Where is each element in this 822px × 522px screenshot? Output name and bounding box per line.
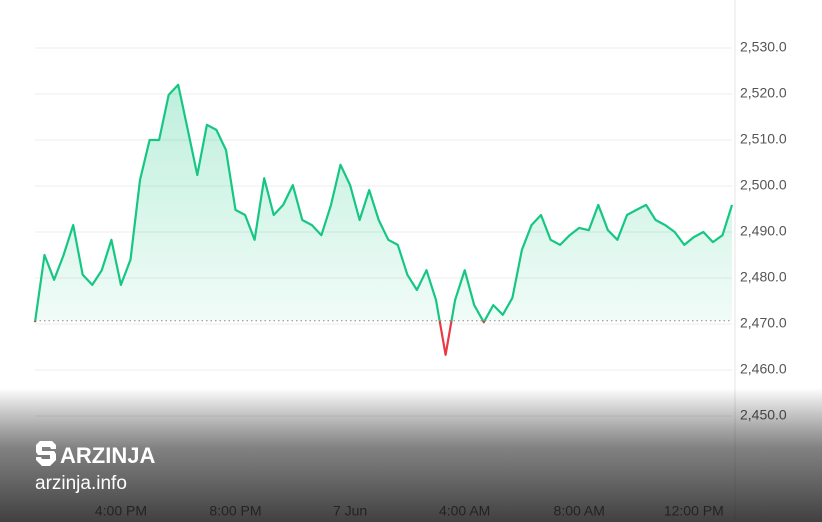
overlay	[0, 388, 822, 522]
y-tick-label: 2,480.0	[740, 269, 787, 285]
y-tick-label: 2,460.0	[740, 361, 787, 377]
y-tick-label: 2,470.0	[740, 315, 787, 331]
brand: ARZINJA	[60, 443, 155, 468]
area	[35, 84, 732, 321]
logo	[36, 441, 56, 466]
y-tick-label: 2,490.0	[740, 223, 787, 239]
plot: 2,450.02,460.02,470.02,480.02,490.02,500…	[33, 0, 787, 522]
y-tick-label: 2,520.0	[740, 85, 787, 101]
y-tick-label: 2,510.0	[740, 131, 787, 147]
price-line	[33, 83, 734, 356]
watermark: ARZINJA arzinja.info	[35, 441, 155, 494]
url: arzinja.info	[35, 473, 127, 494]
y-tick-label: 2,500.0	[740, 177, 787, 193]
y-tick-label: 2,530.0	[740, 39, 787, 55]
